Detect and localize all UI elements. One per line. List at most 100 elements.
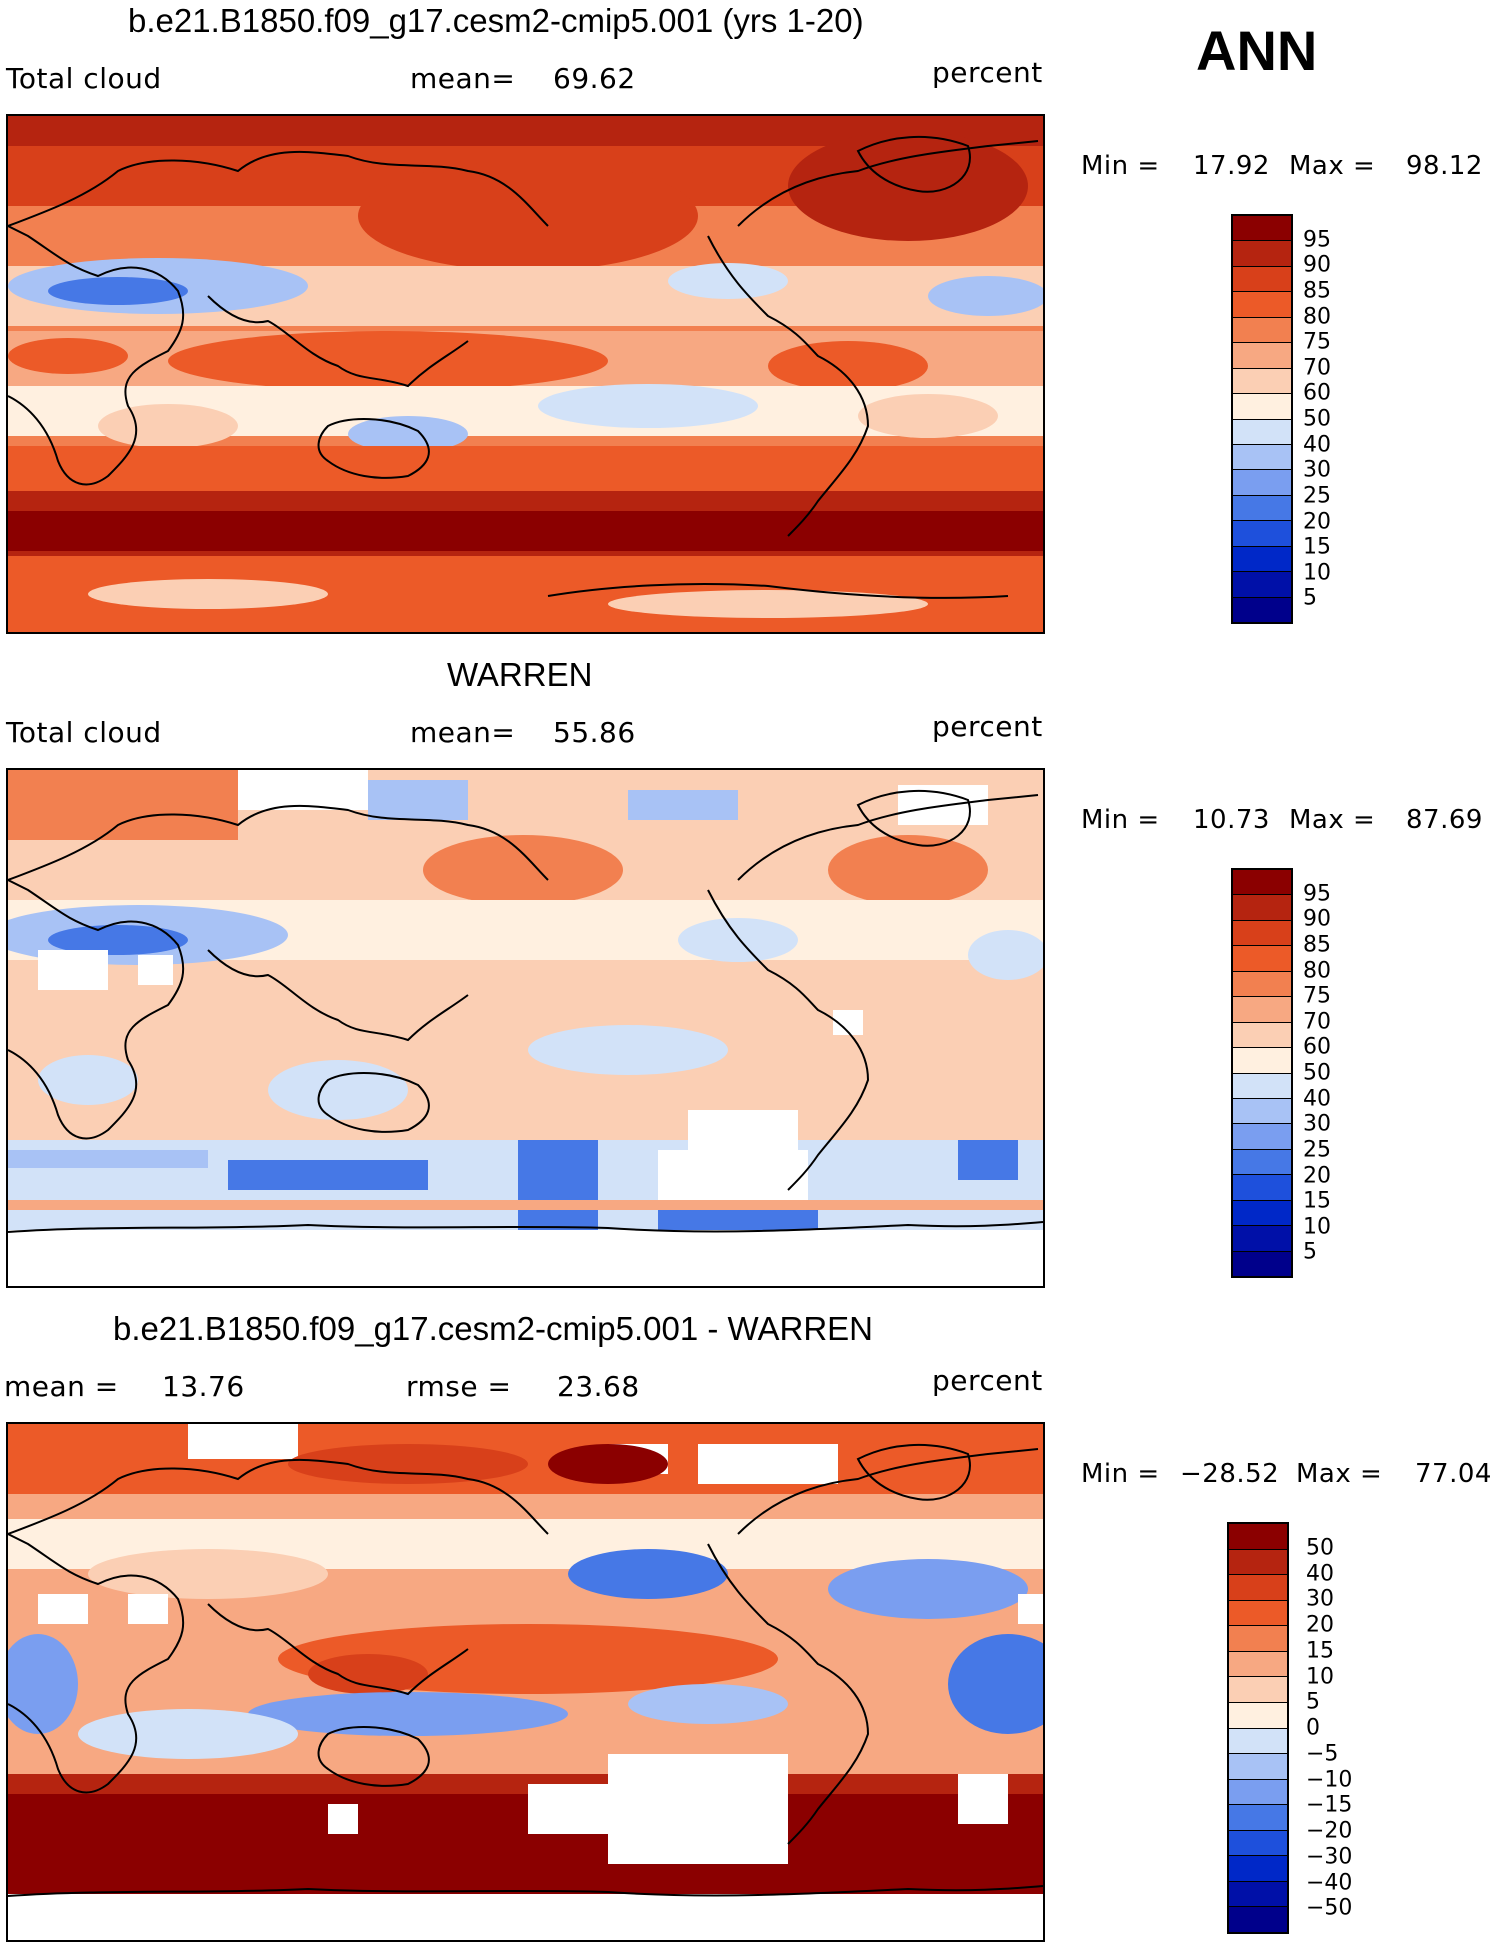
colorbar-box bbox=[1233, 920, 1291, 947]
colorbar-tick-label: 70 bbox=[1303, 355, 1331, 381]
colorbar-box bbox=[1233, 946, 1291, 972]
panel-obs-max-label: Max = bbox=[1289, 805, 1376, 835]
panel-diff-coastlines bbox=[8, 1444, 1043, 1897]
colorbar-tick-label: 10 bbox=[1303, 560, 1331, 586]
colorbar-box bbox=[1233, 1098, 1291, 1125]
colorbar-tick-label: 25 bbox=[1303, 1137, 1331, 1163]
colorbar-box bbox=[1233, 572, 1291, 598]
colorbar-tick-label: −50 bbox=[1306, 1895, 1353, 1921]
colorbar-box bbox=[1233, 895, 1291, 921]
colorbar-box bbox=[1229, 1830, 1287, 1857]
panel-obs-colorbar-ticks: 95 90 85 80 75 70 60 50 40 30 25 20 15 10 5 bbox=[1303, 868, 1383, 1278]
colorbar-box bbox=[1233, 292, 1291, 318]
colorbar-box bbox=[1229, 1805, 1287, 1831]
colorbar-box bbox=[1233, 419, 1291, 445]
colorbar-tick-label: 5 bbox=[1303, 1239, 1317, 1265]
colorbar-tick-label: 15 bbox=[1303, 1188, 1331, 1214]
panel-diff-mean-value: 13.76 bbox=[162, 1370, 245, 1403]
colorbar-tick-label: 75 bbox=[1303, 329, 1331, 355]
panel-model-title: b.e21.B1850.f09_g17.cesm2-cmip5.001 (yrs… bbox=[128, 2, 864, 39]
colorbar-box bbox=[1233, 444, 1291, 471]
colorbar-tick-label: 50 bbox=[1303, 1060, 1331, 1086]
colorbar-tick-label: 40 bbox=[1303, 1086, 1331, 1112]
colorbar-tick-label: 60 bbox=[1303, 380, 1331, 406]
panel-model-variable: Total cloud bbox=[6, 62, 162, 95]
panel-model-max-value: 98.12 bbox=[1406, 151, 1483, 181]
colorbar-tick-label: 5 bbox=[1306, 1689, 1320, 1715]
panel-obs-max-value: 87.69 bbox=[1406, 805, 1483, 835]
colorbar-box bbox=[1233, 470, 1291, 496]
colorbar-box bbox=[1233, 597, 1291, 622]
colorbar-box bbox=[1233, 368, 1291, 395]
colorbar-tick-label: −10 bbox=[1306, 1767, 1353, 1792]
colorbar-tick-label: 15 bbox=[1303, 534, 1331, 560]
panel-diff-field bbox=[8, 1424, 1043, 1940]
colorbar-tick-label: 85 bbox=[1303, 278, 1331, 304]
colorbar-box bbox=[1233, 266, 1291, 293]
panel-diff-max-label: Max = bbox=[1296, 1459, 1383, 1489]
panel-model-colorbar-ticks: 95 90 85 80 75 70 60 50 40 30 25 20 15 10 5 bbox=[1303, 214, 1383, 624]
colorbar-box bbox=[1233, 971, 1291, 998]
colorbar-tick-label: 20 bbox=[1303, 1163, 1331, 1188]
colorbar-box bbox=[1233, 521, 1291, 547]
colorbar-tick-label: 75 bbox=[1303, 983, 1331, 1009]
panel-model-max-label: Max = bbox=[1289, 151, 1376, 181]
panel-diff-rmse-label: rmse = bbox=[406, 1370, 512, 1403]
colorbar-tick-label: 80 bbox=[1303, 304, 1331, 329]
colorbar-box bbox=[1229, 1626, 1287, 1652]
colorbar-tick-label: 15 bbox=[1306, 1638, 1334, 1664]
panel-obs-field bbox=[8, 770, 1043, 1286]
colorbar-tick-label: 85 bbox=[1303, 932, 1331, 958]
colorbar-box bbox=[1229, 1677, 1287, 1703]
colorbar-tick-label: −20 bbox=[1306, 1818, 1353, 1844]
colorbar-tick-label: 10 bbox=[1303, 1214, 1331, 1240]
colorbar-tick-label: 20 bbox=[1303, 509, 1331, 534]
colorbar-box bbox=[1229, 1702, 1287, 1729]
colorbar-box bbox=[1233, 343, 1291, 369]
colorbar-tick-label: 10 bbox=[1306, 1664, 1334, 1689]
panel-obs-units: percent bbox=[932, 710, 1043, 743]
colorbar-tick-label: −5 bbox=[1306, 1741, 1339, 1767]
colorbar-box bbox=[1229, 1907, 1287, 1932]
colorbar-tick-label: 90 bbox=[1303, 252, 1331, 278]
colorbar-tick-label: 30 bbox=[1303, 457, 1331, 483]
colorbar-tick-label: 80 bbox=[1303, 958, 1331, 983]
colorbar-tick-label: −15 bbox=[1306, 1792, 1353, 1818]
colorbar-tick-label: 30 bbox=[1306, 1586, 1334, 1612]
colorbar-box bbox=[1229, 1779, 1287, 1806]
colorbar-tick-label: 60 bbox=[1303, 1034, 1331, 1060]
panel-model-mean-value: 69.62 bbox=[553, 62, 636, 95]
panel-model-units: percent bbox=[932, 56, 1043, 89]
panel-diff-min-value: −28.52 bbox=[1180, 1459, 1280, 1489]
panel-obs-coastlines bbox=[8, 790, 1043, 1233]
panel-model-colorbar bbox=[1231, 214, 1293, 624]
colorbar-tick-label: −30 bbox=[1306, 1844, 1353, 1870]
panel-obs-map bbox=[6, 768, 1045, 1288]
panel-model-field bbox=[8, 116, 1043, 632]
panel-obs-variable: Total cloud bbox=[6, 716, 162, 749]
panel-obs-min-label: Min = bbox=[1081, 805, 1160, 835]
colorbar-box bbox=[1233, 1073, 1291, 1099]
colorbar-box bbox=[1229, 1856, 1287, 1882]
panel-obs-mean-label: mean= bbox=[410, 716, 516, 749]
colorbar-tick-label: 30 bbox=[1303, 1111, 1331, 1137]
colorbar-tick-label: 0 bbox=[1306, 1715, 1320, 1741]
colorbar-tick-label: 70 bbox=[1303, 1009, 1331, 1035]
panel-obs-title: WARREN bbox=[447, 656, 593, 693]
colorbar-box bbox=[1229, 1549, 1287, 1576]
season-label: ANN bbox=[1196, 19, 1318, 82]
colorbar-box bbox=[1233, 1149, 1291, 1176]
colorbar-box bbox=[1229, 1754, 1287, 1780]
colorbar-tick-label: 50 bbox=[1303, 406, 1331, 432]
colorbar-box bbox=[1233, 216, 1291, 242]
colorbar-tick-label: 5 bbox=[1303, 585, 1317, 611]
panel-diff-rmse-value: 23.68 bbox=[557, 1370, 640, 1403]
colorbar-box bbox=[1233, 1200, 1291, 1227]
colorbar-tick-label: 40 bbox=[1306, 1561, 1334, 1586]
colorbar-box bbox=[1233, 870, 1291, 896]
colorbar-tick-label: −40 bbox=[1306, 1870, 1353, 1895]
colorbar-tick-label: 90 bbox=[1303, 906, 1331, 932]
panel-diff-units: percent bbox=[932, 1364, 1043, 1397]
panel-diff-title: b.e21.B1850.f09_g17.cesm2-cmip5.001 - WA… bbox=[113, 1310, 873, 1347]
panel-diff-max-value: 77.04 bbox=[1415, 1459, 1492, 1489]
